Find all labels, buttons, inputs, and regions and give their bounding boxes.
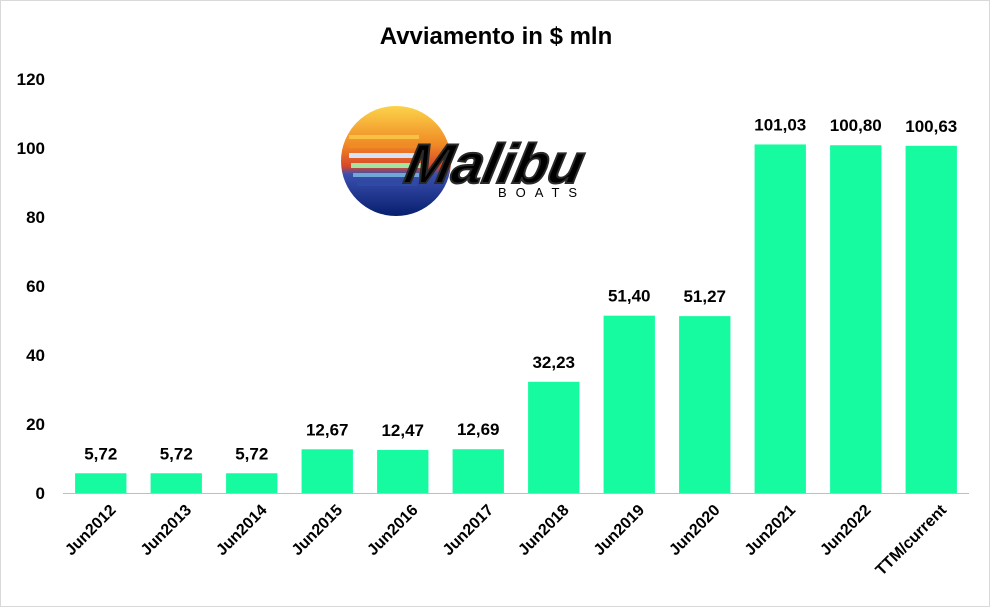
x-tick-label: Jun2012 bbox=[62, 502, 119, 559]
x-tick-label: Jun2018 bbox=[515, 502, 572, 559]
bar-jun2017 bbox=[452, 449, 504, 493]
y-tick-label: 0 bbox=[36, 484, 45, 503]
bar-jun2020 bbox=[679, 316, 731, 493]
malibu-boats-logo: Malibu BOATS bbox=[341, 106, 591, 216]
data-label: 12,67 bbox=[306, 420, 349, 439]
x-tick-label: Jun2014 bbox=[213, 502, 270, 559]
data-label: 12,47 bbox=[381, 421, 424, 440]
y-tick-label: 120 bbox=[17, 70, 45, 89]
svg-text:BOATS: BOATS bbox=[498, 185, 586, 200]
bar-jun2018 bbox=[528, 381, 580, 493]
data-label: 101,03 bbox=[754, 115, 806, 134]
bar-jun2015 bbox=[301, 449, 353, 493]
chart-title: Avviamento in $ mln bbox=[379, 23, 613, 50]
y-tick-label: 20 bbox=[26, 415, 45, 434]
bar-ttm-current bbox=[905, 145, 957, 493]
bar-jun2016 bbox=[377, 449, 429, 493]
bar-jun2013 bbox=[150, 473, 202, 493]
data-label: 32,23 bbox=[532, 353, 575, 372]
bars-layer bbox=[75, 144, 957, 494]
x-tick-label: Jun2022 bbox=[817, 502, 874, 559]
bar-jun2021 bbox=[754, 144, 806, 493]
data-label: 100,63 bbox=[905, 117, 957, 136]
x-tick-label: Jun2017 bbox=[440, 502, 497, 559]
data-label: 5,72 bbox=[235, 444, 268, 463]
x-tick-label: Jun2021 bbox=[742, 502, 799, 559]
data-label: 5,72 bbox=[84, 444, 117, 463]
bar-jun2022 bbox=[830, 145, 882, 494]
x-tick-label: Jun2016 bbox=[364, 502, 421, 559]
y-tick-label: 80 bbox=[26, 208, 45, 227]
data-label: 51,40 bbox=[608, 287, 651, 306]
bar-jun2019 bbox=[603, 315, 655, 493]
bar-jun2014 bbox=[226, 473, 278, 493]
svg-text:Malibu: Malibu bbox=[400, 133, 591, 195]
data-labels-layer: 5,72 5,72 5,72 12,67 12,47 12,69 32,23 51,40 51,… bbox=[84, 115, 957, 463]
y-tick-label: 100 bbox=[17, 139, 45, 158]
x-tick-label: Jun2015 bbox=[289, 502, 346, 559]
y-tick-label: 40 bbox=[26, 346, 45, 365]
y-tick-label: 60 bbox=[26, 277, 45, 296]
data-label: 5,72 bbox=[160, 444, 193, 463]
y-tick-labels: 0 20 40 60 80 100 120 bbox=[17, 70, 45, 503]
data-label: 12,69 bbox=[457, 420, 500, 439]
data-label: 51,27 bbox=[683, 287, 726, 306]
x-tick-label: TTM/current bbox=[873, 501, 951, 579]
data-label: 100,80 bbox=[830, 116, 882, 135]
x-tick-label: Jun2013 bbox=[138, 502, 195, 559]
x-tick-label: Jun2019 bbox=[591, 502, 648, 559]
bar-jun2012 bbox=[75, 473, 127, 493]
x-tick-labels: Jun2012 Jun2013 Jun2014 Jun2015 Jun2016 Jun20… bbox=[62, 501, 950, 579]
x-tick-label: Jun2020 bbox=[666, 502, 723, 559]
